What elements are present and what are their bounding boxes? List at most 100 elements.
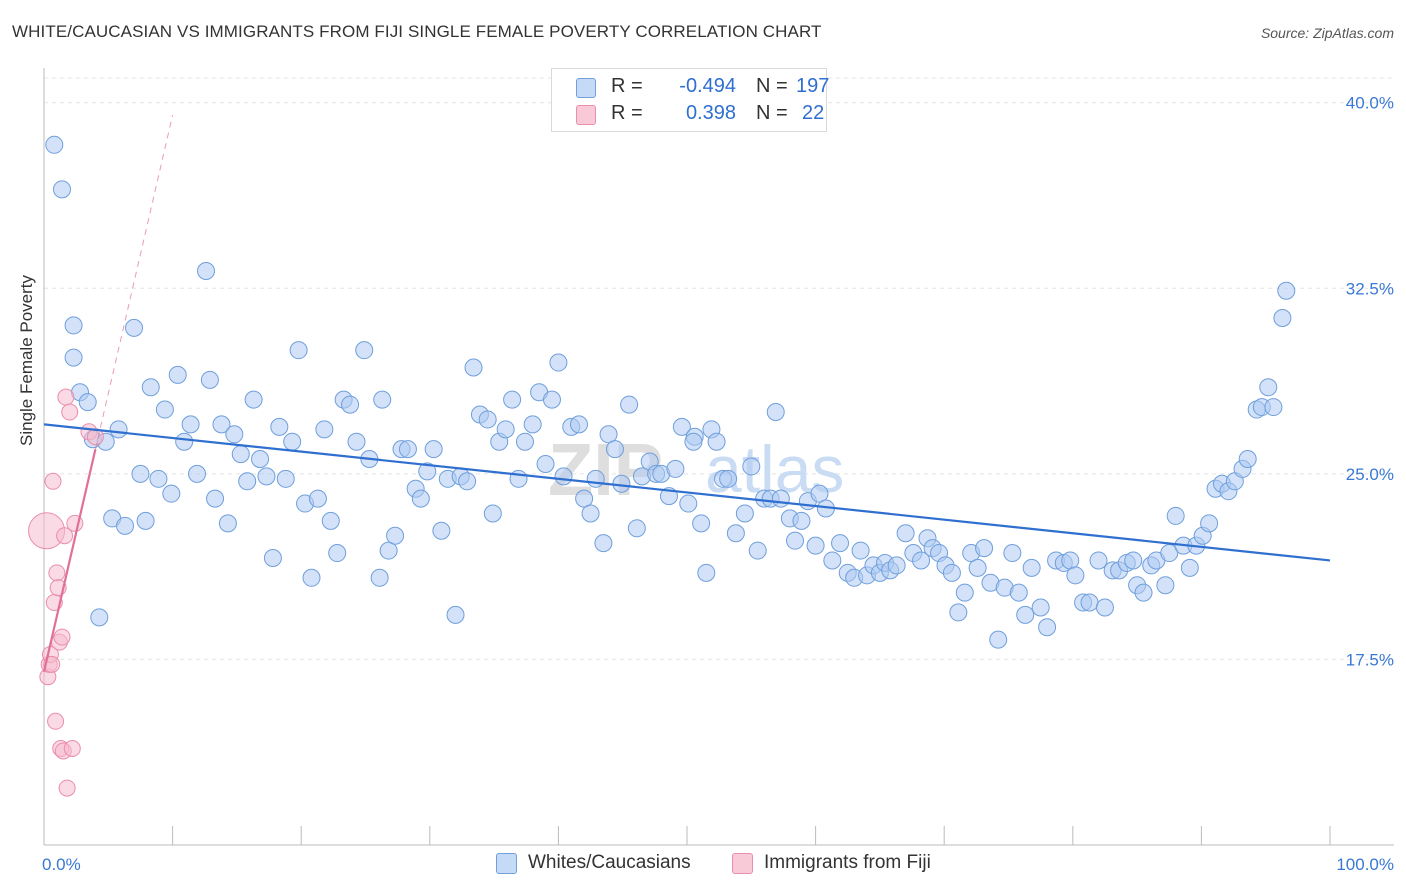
- data-point-whites: [949, 603, 968, 622]
- data-point-whites: [735, 504, 754, 523]
- data-point-whites: [289, 341, 308, 360]
- legend-n-value: 22: [802, 102, 825, 124]
- data-point-fiji: [47, 712, 65, 730]
- data-point-whites: [45, 135, 64, 154]
- data-point-fiji: [48, 564, 66, 582]
- data-point-whites: [181, 415, 200, 434]
- data-point-whites: [197, 261, 216, 280]
- data-point-whites: [975, 539, 994, 558]
- bottom-legend-label: Whites/Caucasians: [528, 852, 691, 873]
- data-point-fiji: [63, 740, 81, 758]
- data-point-whites: [125, 318, 144, 337]
- data-point-whites: [523, 415, 542, 434]
- data-point-whites: [620, 395, 639, 414]
- data-point-whites: [283, 432, 302, 451]
- data-point-whites: [370, 568, 389, 587]
- data-point-whites: [116, 516, 135, 535]
- data-point-whites: [263, 548, 282, 567]
- legend-swatch-blue: [576, 78, 596, 98]
- data-point-fiji: [57, 388, 75, 406]
- y-axis-label: Single Female Poverty: [17, 274, 36, 446]
- data-point-whites: [175, 432, 194, 451]
- data-point-whites: [605, 440, 624, 459]
- data-point-whites: [1156, 576, 1175, 595]
- data-point-fiji: [44, 472, 62, 490]
- data-point-whites: [851, 541, 870, 560]
- data-point-whites: [315, 420, 334, 439]
- data-point-whites: [1080, 593, 1099, 612]
- data-point-whites: [1166, 506, 1185, 525]
- data-point-whites: [64, 316, 83, 335]
- data-point-whites: [90, 608, 109, 627]
- data-point-whites: [771, 489, 790, 508]
- data-point-whites: [692, 514, 711, 533]
- data-point-whites: [458, 472, 477, 491]
- data-point-whites: [1095, 598, 1114, 617]
- trend-line-fiji: [42, 448, 97, 673]
- data-point-whites: [955, 583, 974, 602]
- data-point-whites: [78, 393, 97, 412]
- data-point-whites: [328, 544, 347, 563]
- legend-swatch-pink: [576, 105, 596, 125]
- data-point-whites: [1066, 566, 1085, 585]
- data-point-whites: [238, 472, 257, 491]
- data-point-whites: [1180, 558, 1199, 577]
- data-point-fiji: [53, 628, 71, 646]
- data-point-whites: [341, 395, 360, 414]
- data-point-whites: [1134, 583, 1153, 602]
- data-point-whites: [411, 489, 430, 508]
- legend-n-label: N =: [756, 75, 788, 97]
- data-point-whites: [200, 370, 219, 389]
- data-point-whites: [684, 432, 703, 451]
- data-point-whites: [446, 605, 465, 624]
- data-point-whites: [424, 440, 443, 459]
- data-point-whites: [1009, 583, 1028, 602]
- data-point-whites: [1003, 544, 1022, 563]
- data-point-whites: [1089, 551, 1108, 570]
- trend-lines: [42, 115, 1331, 673]
- data-point-whites: [503, 390, 522, 409]
- data-point-whites: [536, 454, 555, 473]
- legend-r-label: R =: [611, 102, 643, 124]
- data-point-whites: [212, 415, 231, 434]
- data-point-whites: [515, 432, 534, 451]
- data-point-fiji: [58, 779, 76, 797]
- data-point-whites: [109, 420, 128, 439]
- source-label: Source: ZipAtlas.com: [1260, 25, 1394, 41]
- data-point-whites: [806, 536, 825, 555]
- y-tick-label: 32.5%: [1346, 279, 1394, 298]
- bottom-legend-swatch-pink: [732, 853, 753, 874]
- data-point-whites: [496, 420, 515, 439]
- data-point-whites: [697, 563, 716, 582]
- data-point-fiji: [61, 403, 79, 421]
- data-point-whites: [707, 432, 726, 451]
- data-point-whites: [823, 551, 842, 570]
- data-point-whites: [1016, 605, 1035, 624]
- data-point-whites: [575, 489, 594, 508]
- data-point-whites: [355, 341, 374, 360]
- data-point-whites: [398, 440, 417, 459]
- data-point-whites: [231, 445, 250, 464]
- data-point-whites: [308, 489, 327, 508]
- data-point-whites: [1031, 598, 1050, 617]
- data-point-whites: [1259, 378, 1278, 397]
- data-point-whites: [218, 514, 237, 533]
- y-tick-label: 25.0%: [1346, 465, 1394, 484]
- data-point-whites: [586, 469, 605, 488]
- data-point-whites: [1200, 514, 1219, 533]
- data-point-whites: [1238, 450, 1257, 469]
- data-point-whites: [244, 390, 263, 409]
- trend-line-fiji-extension: [94, 115, 174, 450]
- data-point-whites: [887, 556, 906, 575]
- bottom-legend-label: Immigrants from Fiji: [764, 852, 931, 873]
- data-point-whites: [831, 534, 850, 553]
- data-point-whites: [742, 457, 761, 476]
- data-point-whites: [131, 464, 150, 483]
- data-point-whites: [149, 469, 168, 488]
- data-point-whites: [748, 541, 767, 560]
- data-point-whites: [64, 348, 83, 367]
- data-point-whites: [1277, 281, 1296, 300]
- data-point-fiji: [56, 527, 74, 545]
- x-tick-label: 100.0%: [1336, 855, 1394, 874]
